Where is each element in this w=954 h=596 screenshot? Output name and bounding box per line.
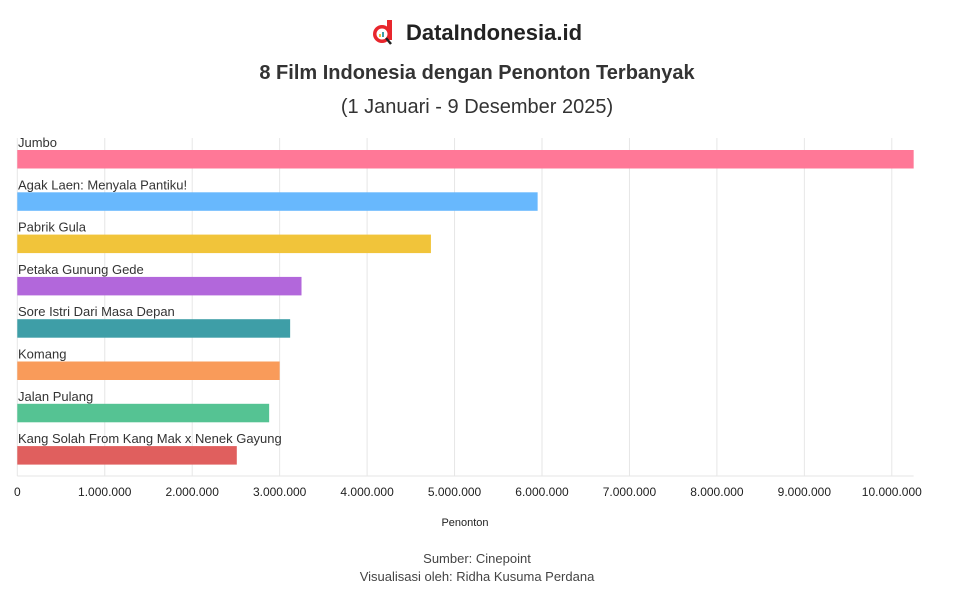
bar-label: Kang Solah From Kang Mak x Nenek Gayung	[18, 431, 282, 446]
bar-label: Sore Istri Dari Masa Depan	[18, 304, 175, 319]
x-tick-label: 1.000.000	[78, 485, 132, 499]
source-note: Sumber: Cinepoint	[423, 551, 531, 566]
dataindonesia-logo-icon	[372, 20, 392, 45]
brand-logo: DataIndonesia.id	[0, 20, 954, 46]
x-tick-label: 2.000.000	[166, 485, 220, 499]
x-tick-label: 6.000.000	[515, 485, 569, 499]
bar-label: Jalan Pulang	[18, 389, 93, 404]
bar	[17, 192, 538, 211]
bar-label: Pabrik Gula	[18, 220, 87, 235]
x-axis-title: Penonton	[441, 517, 488, 529]
chart-subtitle: (1 Januari - 9 Desember 2025)	[340, 96, 614, 118]
bar	[17, 319, 291, 338]
bar-label: Jumbo	[18, 135, 57, 150]
x-tick-label: 9.000.000	[778, 485, 832, 499]
bar	[17, 276, 302, 296]
x-tick-label: 8.000.000	[690, 485, 744, 499]
bar	[17, 361, 280, 380]
bar-label: Agak Laen: Menyala Pantiku!	[18, 177, 187, 192]
bar	[17, 446, 237, 465]
credit-note: Visualisasi oleh: Ridha Kusuma Perdana	[359, 569, 595, 584]
bar-chart: 0 1.000.000 2.000.000 3.000.000 4.000.000 5.0…	[14, 135, 922, 529]
x-tick-label: 4.000.000	[340, 485, 394, 499]
x-tick-label: 0	[14, 485, 21, 499]
bar	[17, 234, 431, 254]
x-tick-label: 10.000.000	[862, 485, 922, 499]
bar	[17, 403, 270, 423]
bar	[17, 150, 914, 169]
x-tick-label: 3.000.000	[253, 485, 307, 499]
brand-name: DataIndonesia.id	[405, 20, 583, 45]
bar-label: Petaka Gunung Gede	[18, 262, 144, 277]
x-tick-label: 7.000.000	[603, 485, 657, 499]
bar-label: Komang	[18, 347, 66, 362]
x-tick-label: 5.000.000	[428, 485, 482, 499]
chart-title: 8 Film Indonesia dengan Penonton Terbany…	[259, 62, 695, 84]
